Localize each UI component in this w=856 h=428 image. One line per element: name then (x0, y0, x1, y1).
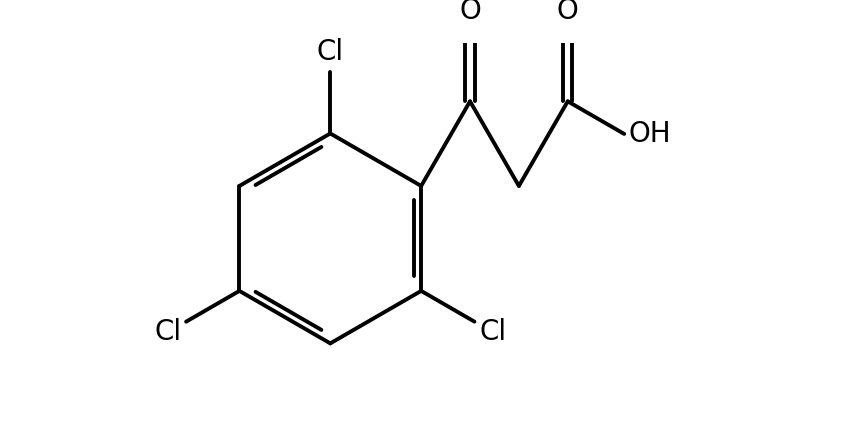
Text: Cl: Cl (317, 38, 344, 65)
Text: O: O (459, 0, 481, 25)
Text: OH: OH (628, 120, 671, 148)
Text: O: O (557, 0, 579, 25)
Text: Cl: Cl (154, 318, 181, 346)
Text: Cl: Cl (479, 318, 506, 346)
